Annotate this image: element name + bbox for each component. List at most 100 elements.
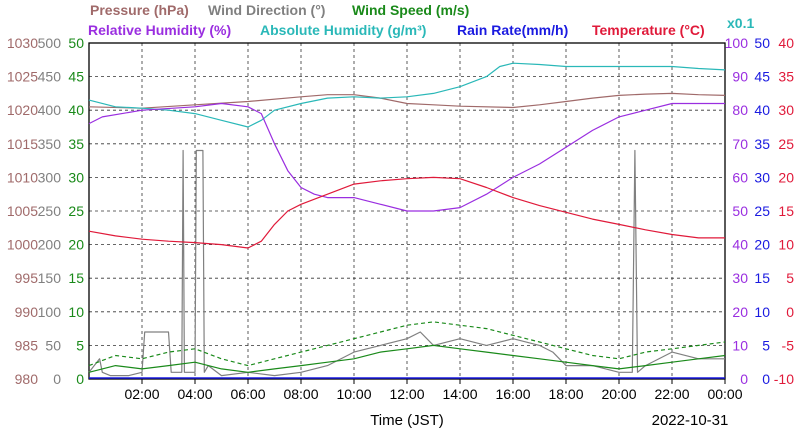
y-tick-temp: 20 xyxy=(778,169,794,185)
y-tick-rain: 40 xyxy=(754,102,770,118)
x-axis: 02:00 04:00 06:00 08:00 10:00 12:00 14:00 16:00… xyxy=(124,379,743,402)
y-tick-wind-speed: 50 xyxy=(68,35,84,51)
legend-pressure: Pressure (hPa) xyxy=(90,2,189,18)
x-tick-label: 18:00 xyxy=(548,386,583,402)
y-tick-wind-speed: 40 xyxy=(68,102,84,118)
y-tick-temp: 35 xyxy=(778,69,794,85)
x-tick-label: 14:00 xyxy=(442,386,477,402)
x-tick-label: 12:00 xyxy=(389,386,424,402)
legend-relative-humidity: Relative Humidity (%) xyxy=(88,22,231,38)
y-tick-rh: 60 xyxy=(732,169,748,185)
y-tick-rh: 80 xyxy=(732,102,748,118)
y-tick-rain: 35 xyxy=(754,136,770,152)
y-tick-pressure: 985 xyxy=(15,337,39,353)
y-tick-rh: 70 xyxy=(732,136,748,152)
y-tick-wind-speed: 0 xyxy=(76,371,84,387)
y-tick-wind-dir: 500 xyxy=(38,35,62,51)
x-tick-label: 06:00 xyxy=(230,386,265,402)
y-tick-rain: 45 xyxy=(754,69,770,85)
legend-rain-rate: Rain Rate(mm/h) xyxy=(457,22,568,38)
x-tick-label: 04:00 xyxy=(177,386,212,402)
y-tick-wind-dir: 100 xyxy=(38,304,62,320)
y-tick-wind-speed: 35 xyxy=(68,136,84,152)
y-tick-wind-speed: 30 xyxy=(68,169,84,185)
y-tick-temp: 10 xyxy=(778,237,794,253)
y-tick-rain: 25 xyxy=(754,203,770,219)
y-tick-wind-dir: 400 xyxy=(38,102,62,118)
y-tick-temp: 5 xyxy=(786,270,794,286)
series-temperature-c xyxy=(88,176,725,249)
y-tick-rain: 0 xyxy=(762,371,770,387)
y-tick-wind-dir: 200 xyxy=(38,237,62,253)
x-tick-label: 10:00 xyxy=(336,386,371,402)
y-tick-temp: -10 xyxy=(774,371,794,387)
y-tick-pressure: 1010 xyxy=(7,169,38,185)
y-tick-wind-dir: 300 xyxy=(38,169,62,185)
series-relative-humidity xyxy=(88,102,725,212)
x-axis-label: Time (JST) xyxy=(370,412,444,429)
legend-temperature: Temperature (°C) xyxy=(592,22,705,38)
scale-note: x0.1 xyxy=(727,15,754,31)
y-axes: 1030102510201015101010051000995990985980… xyxy=(7,35,794,387)
x-tick-label: 00:00 xyxy=(707,386,742,402)
y-tick-rain: 50 xyxy=(754,35,770,51)
y-tick-wind-dir: 350 xyxy=(38,136,62,152)
series-wind-speed-m-s xyxy=(88,344,726,373)
legend-wind-direction: Wind Direction (°) xyxy=(208,2,325,18)
y-tick-pressure: 990 xyxy=(15,304,39,320)
x-tick-label: 16:00 xyxy=(495,386,530,402)
y-tick-temp: 30 xyxy=(778,102,794,118)
chart-date: 2022-10-31 xyxy=(652,412,729,429)
y-tick-rain: 20 xyxy=(754,237,770,253)
x-tick-label: 08:00 xyxy=(283,386,318,402)
y-tick-pressure: 995 xyxy=(15,270,39,286)
y-tick-pressure: 1005 xyxy=(7,203,38,219)
legend-absolute-humidity: Absolute Humidity (g/m³) xyxy=(260,22,426,38)
y-tick-pressure: 1020 xyxy=(7,102,38,118)
y-tick-rh: 90 xyxy=(732,69,748,85)
y-tick-wind-dir: 450 xyxy=(38,69,62,85)
y-tick-temp: 15 xyxy=(778,203,794,219)
y-tick-wind-dir: 50 xyxy=(45,337,61,353)
y-tick-temp: 25 xyxy=(778,136,794,152)
y-tick-rain: 5 xyxy=(762,337,770,353)
y-tick-wind-dir: 0 xyxy=(53,371,61,387)
y-tick-wind-speed: 15 xyxy=(68,270,84,286)
y-tick-wind-speed: 20 xyxy=(68,237,84,253)
y-tick-wind-speed: 25 xyxy=(68,203,84,219)
y-tick-pressure: 1000 xyxy=(7,237,38,253)
grid xyxy=(89,43,725,379)
y-tick-rain: 15 xyxy=(754,270,770,286)
x-tick-label: 22:00 xyxy=(654,386,689,402)
y-tick-rh: 20 xyxy=(732,304,748,320)
y-tick-temp: -5 xyxy=(782,337,795,353)
y-tick-rain: 10 xyxy=(754,304,770,320)
y-tick-pressure: 980 xyxy=(15,371,39,387)
series-wind-direction xyxy=(88,149,725,377)
y-tick-rh: 10 xyxy=(732,337,748,353)
x-tick-label: 02:00 xyxy=(124,386,159,402)
y-tick-temp: 0 xyxy=(786,304,794,320)
series-lines xyxy=(88,62,726,379)
series-absolute-humidity-g-m xyxy=(88,62,726,128)
y-tick-wind-speed: 5 xyxy=(76,337,84,353)
y-tick-rh: 50 xyxy=(732,203,748,219)
y-tick-pressure: 1030 xyxy=(7,35,38,51)
y-tick-rh: 40 xyxy=(732,237,748,253)
y-tick-wind-speed: 45 xyxy=(68,69,84,85)
y-tick-rh: 30 xyxy=(732,270,748,286)
y-tick-pressure: 1025 xyxy=(7,69,38,85)
y-tick-pressure: 1015 xyxy=(7,136,38,152)
y-tick-rh: 100 xyxy=(725,35,749,51)
y-tick-rain: 30 xyxy=(754,169,770,185)
series-pressure-hpa xyxy=(88,92,726,109)
legend-wind-speed: Wind Speed (m/s) xyxy=(352,2,469,18)
x-tick-label: 20:00 xyxy=(601,386,636,402)
legend: Pressure (hPa) Wind Direction (°) Wind S… xyxy=(88,2,754,38)
y-tick-wind-speed: 10 xyxy=(68,304,84,320)
y-tick-wind-dir: 250 xyxy=(38,203,62,219)
y-tick-rh: 0 xyxy=(740,371,748,387)
y-tick-temp: 40 xyxy=(778,35,794,51)
y-tick-wind-dir: 150 xyxy=(38,270,62,286)
